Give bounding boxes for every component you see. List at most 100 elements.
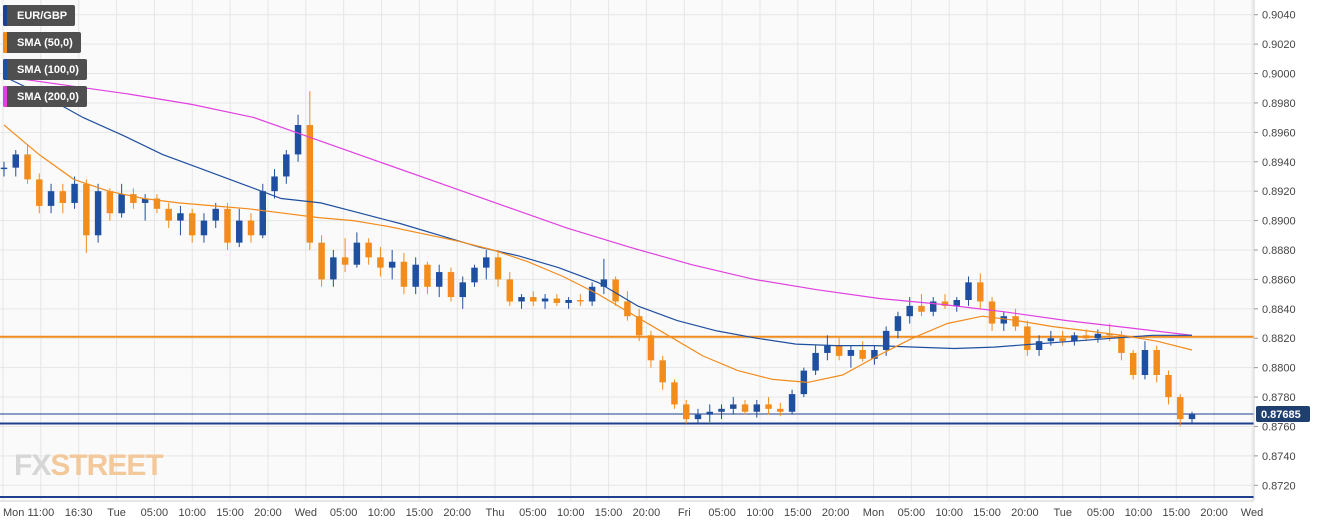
candle-body: [894, 316, 902, 331]
candle-body: [1059, 338, 1066, 342]
candle-body: [306, 125, 314, 243]
y-tick-label: 0.8980: [1262, 98, 1296, 110]
candle-body: [24, 154, 31, 180]
legend-item-sma100[interactable]: SMA (100,0): [3, 59, 87, 80]
x-tick-label: Wed: [295, 507, 317, 519]
candle-body: [483, 257, 490, 268]
y-tick-label: 0.8900: [1262, 216, 1296, 228]
price-badge: 0.87685: [1256, 405, 1310, 422]
legend-swatch: [3, 5, 7, 26]
candle-body: [459, 282, 466, 298]
candle-body: [965, 282, 972, 300]
moving-averages: [3, 75, 1193, 384]
legend-label: SMA (50,0): [17, 36, 73, 49]
legend: EUR/GBP SMA (50,0) SMA (100,0) SMA (200,…: [3, 5, 87, 113]
x-tick-label: 05:00: [330, 507, 358, 519]
candle-body: [659, 360, 666, 383]
candle-body: [835, 345, 843, 356]
candle-body: [988, 301, 996, 324]
candle-body: [553, 298, 561, 303]
legend-item-sma50[interactable]: SMA (50,0): [3, 32, 81, 53]
x-tick-label: 05:00: [708, 507, 736, 519]
candle-body: [165, 208, 172, 221]
watermark-street: STREET: [50, 449, 163, 482]
legend-item-sma200[interactable]: SMA (200,0): [3, 86, 87, 107]
candle-body: [318, 242, 325, 280]
candle-body: [153, 198, 161, 209]
fxstreet-watermark: FXSTREET: [14, 449, 164, 483]
candle-body: [1141, 350, 1149, 375]
candle-body: [765, 404, 772, 409]
candle-body: [435, 272, 443, 287]
candle-body: [788, 394, 796, 412]
y-tick-label: 0.8820: [1262, 333, 1296, 345]
x-tick-label: 10:00: [935, 507, 963, 519]
candle-body: [1047, 338, 1055, 342]
candle-body: [1071, 335, 1078, 342]
y-tick-label: 0.8740: [1262, 451, 1296, 463]
candle-body: [424, 264, 431, 287]
candle-body: [494, 257, 502, 280]
candle-body: [530, 297, 537, 302]
candle-body: [635, 316, 643, 336]
candle-body: [447, 272, 455, 298]
x-tick-label: 15:00: [784, 507, 812, 519]
x-tick-label: 20:00: [254, 507, 282, 519]
candle-body: [353, 242, 361, 265]
candle-body: [259, 191, 267, 236]
candle-body: [929, 301, 937, 312]
candle-body: [824, 345, 831, 353]
x-axis: Mon 11:00 16:30 Tue 05:00 10:00 15:00 20:00 Wed 0…: [0, 500, 1263, 519]
candle-body: [1000, 316, 1008, 324]
candle-body: [859, 350, 866, 359]
price-badge-label: 0.87685: [1261, 409, 1301, 421]
x-tick-label: Mon: [863, 507, 884, 519]
candle-body: [83, 183, 90, 236]
candle-body: [753, 404, 761, 412]
candle-body: [47, 191, 55, 206]
x-tick-label: Tue: [107, 507, 126, 519]
x-tick-label: 10:00: [557, 507, 585, 519]
candle-body: [518, 297, 525, 302]
x-tick-label: 05:00: [519, 507, 547, 519]
candle-body: [247, 220, 255, 236]
x-tick-label: Mon: [3, 507, 24, 519]
x-tick-label: Fri: [678, 507, 691, 519]
candle-body: [130, 194, 137, 203]
x-tick-label: 10:00: [746, 507, 774, 519]
candle-body: [565, 300, 572, 303]
y-tick-label: 0.8880: [1262, 245, 1296, 257]
sma-100-line: [3, 75, 1192, 350]
candle-body: [577, 300, 584, 302]
candle-body: [1082, 335, 1090, 339]
candle-body: [1188, 413, 1196, 420]
candle-body: [212, 208, 219, 221]
candle-body: [1035, 341, 1043, 350]
sma-200-line: [3, 75, 1193, 336]
legend-swatch: [3, 59, 7, 80]
candle-body: [506, 279, 514, 302]
y-tick-label: 0.8800: [1262, 363, 1296, 375]
x-tick-label: 10:00: [1125, 507, 1153, 519]
y-tick-label: 0.8760: [1262, 421, 1296, 433]
x-tick-label: 11:00: [27, 507, 54, 519]
candle-body: [400, 261, 408, 287]
x-tick-label: 10:00: [368, 507, 396, 519]
legend-item-eurgbp[interactable]: EUR/GBP: [3, 5, 76, 26]
candle-body: [94, 191, 102, 236]
y-tick-label: 0.8780: [1262, 392, 1296, 404]
candle-body: [294, 125, 302, 155]
y-tick-label: 0.9020: [1262, 39, 1296, 51]
candle-body: [694, 414, 702, 420]
candle-body: [365, 242, 372, 258]
x-tick-label: Tue: [1053, 507, 1072, 519]
x-tick-label: 05:00: [141, 507, 169, 519]
candle-body: [706, 411, 713, 415]
y-tick-label: 0.8840: [1262, 304, 1296, 316]
candle-body: [647, 335, 655, 361]
candle-body: [283, 154, 290, 177]
candle-body: [941, 301, 949, 306]
candle-body: [118, 194, 125, 214]
candle-body: [671, 382, 678, 405]
